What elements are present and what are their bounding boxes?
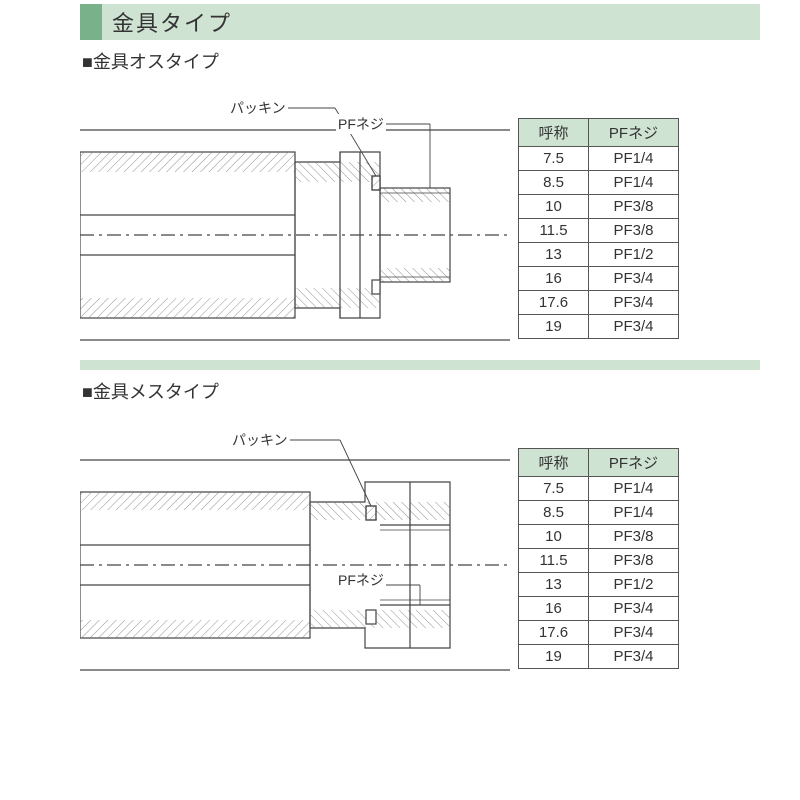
diagram-male: パッキン PFネジ — [80, 80, 510, 350]
section-female: ■金具メスタイプ — [80, 378, 760, 680]
callout-packing-female: パッキン — [230, 430, 290, 450]
table-male-h1: 呼称 — [519, 119, 589, 147]
table-male-h2: PFネジ — [589, 119, 679, 147]
callout-packing-male: パッキン — [228, 98, 288, 118]
main-title-bar: 金具タイプ — [80, 4, 760, 40]
section-male: ■金具オスタイプ — [80, 48, 760, 350]
section-male-heading: ■金具オスタイプ — [82, 48, 760, 74]
table-female-h1: 呼称 — [519, 449, 589, 477]
section-divider — [80, 360, 760, 370]
table-female: 呼称 PFネジ 7.5PF1/4 8.5PF1/4 10PF3/8 11.5PF… — [518, 448, 679, 669]
callout-thread-male: PFネジ — [336, 114, 386, 134]
table-female-h2: PFネジ — [589, 449, 679, 477]
section-female-heading: ■金具メスタイプ — [82, 378, 760, 404]
table-male: 呼称 PFネジ 7.5PF1/4 8.5PF1/4 10PF3/8 11.5PF… — [518, 118, 679, 339]
diagram-female: パッキン PFネジ — [80, 410, 510, 680]
callout-thread-female: PFネジ — [336, 570, 386, 590]
title-accent — [80, 4, 102, 40]
main-title: 金具タイプ — [102, 4, 760, 40]
